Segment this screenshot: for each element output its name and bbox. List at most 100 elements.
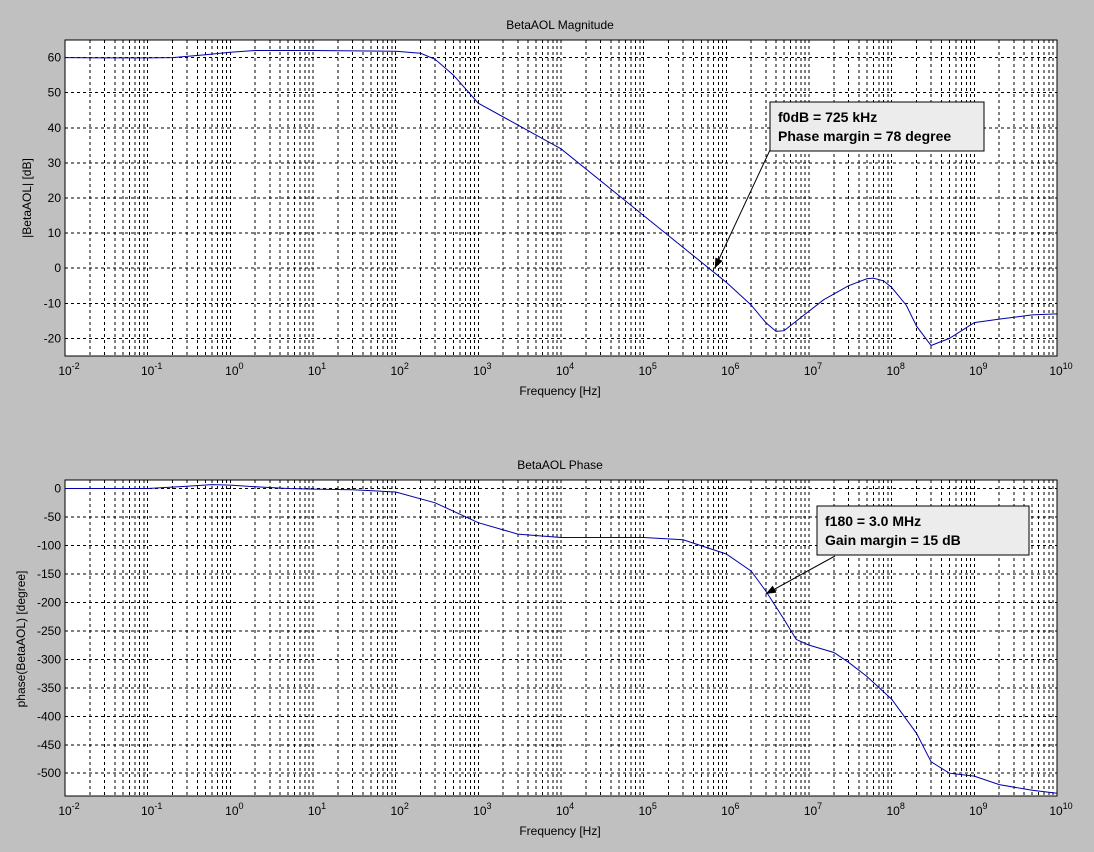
magnitude-xtick-exponent: 4 bbox=[569, 361, 574, 371]
phase-xtick-base: 10 bbox=[390, 804, 404, 818]
phase-xtick-exponent: 2 bbox=[404, 801, 409, 811]
phase-xtick-base: 10 bbox=[225, 804, 239, 818]
magnitude-xtick-label: 10-2 bbox=[58, 361, 79, 378]
magnitude-xtick-label: 108 bbox=[886, 361, 904, 378]
phase-ytick-label: -500 bbox=[37, 766, 61, 780]
phase-annotation-arrowhead bbox=[765, 585, 777, 594]
magnitude-xlabel: Frequency [Hz] bbox=[519, 384, 600, 398]
phase-xtick-exponent: 8 bbox=[900, 801, 905, 811]
magnitude-xtick-base: 10 bbox=[473, 364, 487, 378]
magnitude-annotation-arrow bbox=[714, 149, 771, 269]
magnitude-xtick-label: 10-1 bbox=[141, 361, 162, 378]
magnitude-ytick-label: 10 bbox=[48, 226, 62, 240]
magnitude-xtick-label: 103 bbox=[473, 361, 491, 378]
phase-annotation-line-2: Gain margin = 15 dB bbox=[825, 532, 961, 548]
phase-xtick-label: 10-1 bbox=[141, 801, 162, 818]
phase-xtick-exponent: 7 bbox=[817, 801, 822, 811]
phase-ytick-label: -50 bbox=[44, 510, 62, 524]
phase-ytick-label: -350 bbox=[37, 681, 61, 695]
phase-xtick-exponent: 10 bbox=[1063, 801, 1073, 811]
magnitude-xtick-base: 10 bbox=[141, 364, 155, 378]
phase-ytick-label: -450 bbox=[37, 738, 61, 752]
magnitude-xtick-label: 104 bbox=[556, 361, 574, 378]
magnitude-ytick-label: -10 bbox=[44, 296, 62, 310]
magnitude-ytick-label: 60 bbox=[48, 51, 62, 65]
phase-series-line bbox=[65, 484, 1058, 794]
phase-xtick-label: 106 bbox=[721, 801, 739, 818]
phase-ylabel: phase(BetaAOL) [degree] bbox=[14, 571, 28, 708]
magnitude-xtick-exponent: 0 bbox=[239, 361, 244, 371]
phase-title: BetaAOL Phase bbox=[517, 458, 603, 472]
phase-xtick-exponent: 5 bbox=[652, 801, 657, 811]
magnitude-title: BetaAOL Magnitude bbox=[506, 18, 614, 32]
magnitude-xtick-label: 101 bbox=[308, 361, 326, 378]
phase-ytick-label: -250 bbox=[37, 624, 61, 638]
magnitude-xtick-base: 10 bbox=[969, 364, 983, 378]
phase-xtick-exponent: -1 bbox=[154, 801, 162, 811]
magnitude-xtick-base: 10 bbox=[308, 364, 322, 378]
phase-xtick-label: 104 bbox=[556, 801, 574, 818]
phase-xtick-label: 105 bbox=[638, 801, 656, 818]
magnitude-xtick-label: 105 bbox=[638, 361, 656, 378]
phase-ytick-label: -150 bbox=[37, 567, 61, 581]
phase-xtick-exponent: 6 bbox=[735, 801, 740, 811]
phase-xtick-base: 10 bbox=[58, 804, 72, 818]
phase-xtick-base: 10 bbox=[1049, 804, 1063, 818]
magnitude-ytick-label: 0 bbox=[54, 261, 61, 275]
phase-xtick-label: 107 bbox=[804, 801, 822, 818]
phase-xtick-label: 10-2 bbox=[58, 801, 79, 818]
magnitude-subplot: BetaAOL Magnitude 6050403020100-10-2010-… bbox=[20, 18, 1073, 398]
phase-xtick-label: 109 bbox=[969, 801, 987, 818]
magnitude-xtick-base: 10 bbox=[390, 364, 404, 378]
magnitude-xtick-base: 10 bbox=[225, 364, 239, 378]
magnitude-annotation: f0dB = 725 kHz Phase margin = 78 degree bbox=[714, 101, 985, 269]
magnitude-xtick-base: 10 bbox=[1049, 364, 1063, 378]
magnitude-xtick-exponent: 6 bbox=[735, 361, 740, 371]
phase-ticks: 0-50-100-150-200-250-300-350-400-450-500… bbox=[37, 482, 1073, 818]
magnitude-xtick-base: 10 bbox=[638, 364, 652, 378]
magnitude-xtick-exponent: 8 bbox=[900, 361, 905, 371]
magnitude-ytick-label: 40 bbox=[48, 121, 62, 135]
phase-plot-frame bbox=[64, 479, 1058, 797]
phase-xtick-exponent: 9 bbox=[983, 801, 988, 811]
phase-subplot: BetaAOL Phase 0-50-100-150-200-250-300-3… bbox=[14, 458, 1073, 838]
phase-xtick-base: 10 bbox=[886, 804, 900, 818]
magnitude-xtick-base: 10 bbox=[556, 364, 570, 378]
magnitude-ytick-label: 20 bbox=[48, 191, 62, 205]
phase-xtick-label: 100 bbox=[225, 801, 243, 818]
phase-xtick-label: 1010 bbox=[1049, 801, 1072, 818]
magnitude-xtick-exponent: 5 bbox=[652, 361, 657, 371]
phase-xtick-base: 10 bbox=[473, 804, 487, 818]
phase-xlabel: Frequency [Hz] bbox=[519, 824, 600, 838]
magnitude-xtick-label: 109 bbox=[969, 361, 987, 378]
phase-ytick-label: -200 bbox=[37, 595, 61, 609]
phase-annotation: f180 = 3.0 MHz Gain margin = 15 dB bbox=[765, 505, 1030, 595]
phase-annotation-arrow bbox=[765, 555, 836, 595]
magnitude-grid bbox=[65, 40, 1057, 356]
magnitude-xtick-exponent: 10 bbox=[1063, 361, 1073, 371]
magnitude-xtick-base: 10 bbox=[58, 364, 72, 378]
magnitude-xtick-exponent: 2 bbox=[404, 361, 409, 371]
phase-annotation-line-1: f180 = 3.0 MHz bbox=[825, 513, 921, 529]
magnitude-ylabel: |BetaAOL| [dB] bbox=[20, 158, 34, 238]
phase-ytick-label: -100 bbox=[37, 538, 61, 552]
phase-xtick-exponent: 1 bbox=[321, 801, 326, 811]
phase-xtick-exponent: 0 bbox=[239, 801, 244, 811]
magnitude-xtick-exponent: 7 bbox=[817, 361, 822, 371]
phase-xtick-label: 103 bbox=[473, 801, 491, 818]
magnitude-annotation-line-2: Phase margin = 78 degree bbox=[778, 128, 951, 144]
magnitude-xtick-exponent: -2 bbox=[72, 361, 80, 371]
magnitude-xtick-label: 106 bbox=[721, 361, 739, 378]
magnitude-plot-frame bbox=[64, 39, 1058, 357]
magnitude-ytick-label: -20 bbox=[44, 331, 62, 345]
phase-xtick-base: 10 bbox=[804, 804, 818, 818]
phase-xtick-exponent: 4 bbox=[569, 801, 574, 811]
magnitude-xtick-exponent: 3 bbox=[487, 361, 492, 371]
phase-xtick-label: 108 bbox=[886, 801, 904, 818]
magnitude-xtick-label: 107 bbox=[804, 361, 822, 378]
phase-ytick-label: 0 bbox=[54, 482, 61, 496]
magnitude-xtick-label: 102 bbox=[390, 361, 408, 378]
magnitude-xtick-label: 100 bbox=[225, 361, 243, 378]
magnitude-xtick-exponent: 1 bbox=[321, 361, 326, 371]
